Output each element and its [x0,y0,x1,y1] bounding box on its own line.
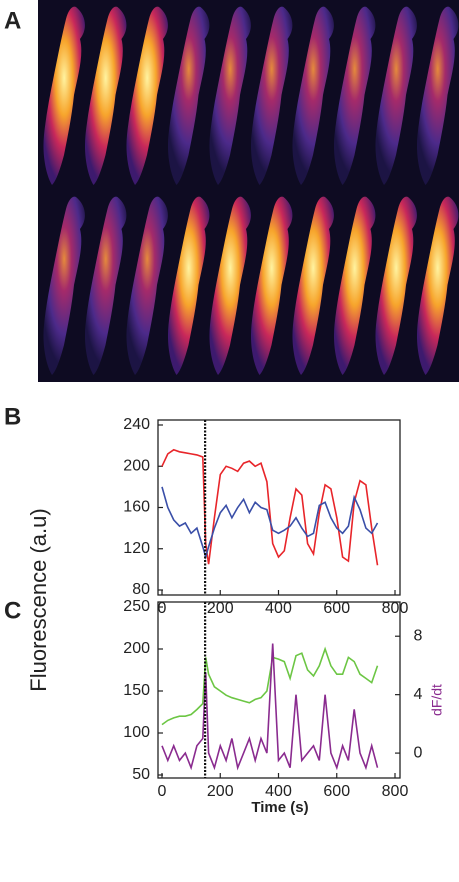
cell-image [84,6,127,185]
y-tick-label: 120 [123,540,150,557]
data-line [161,448,379,566]
y2-tick-label: 0 [414,744,423,761]
y-tick-label: 250 [123,598,150,615]
microscopy-panel [38,0,459,382]
x-tick-label: 800 [382,783,409,800]
cell-image [375,196,417,375]
x-tick-label: 400 [265,783,292,800]
y-tick-label: 160 [123,499,150,516]
cell-image [416,196,459,375]
cell-image [292,6,334,185]
cell-image [43,196,85,375]
cell-image [250,6,293,185]
cell-image [333,6,376,185]
cell-image [375,6,417,185]
cell-image [209,6,251,185]
y-tick-label: 240 [123,416,150,433]
cell-image [292,196,334,375]
x-tick-label: 200 [207,600,234,617]
x-tick-label: 0 [158,600,167,617]
x-tick-label: 400 [265,600,292,617]
y2-tick-label: 8 [414,627,423,644]
cell-image [209,196,251,375]
y-tick-label: 200 [123,457,150,474]
cell-image [126,196,168,375]
x-tick-label: 800 [382,600,409,617]
data-line [161,643,379,771]
cell-image [43,6,85,185]
y2-tick-label: 4 [414,686,423,703]
y-tick-label: 150 [123,682,150,699]
x-tick-label: 600 [323,783,350,800]
panel-label: B [4,403,21,430]
cell-image [416,6,459,185]
y-tick-label: 100 [123,724,150,741]
x-axis-label: Time (s) [251,799,308,816]
data-line [161,486,379,560]
x-tick-label: 0 [158,783,167,800]
plot-frame [157,601,401,779]
cell-image [167,196,210,375]
cell-image [167,6,210,185]
y-axis-label: Fluorescence (a.u) [26,508,51,691]
y-tick-label: 80 [132,581,150,598]
x-tick-label: 200 [207,783,234,800]
plot-frame [157,419,401,596]
panel-label: C [4,597,21,624]
panel-label: A [4,7,21,34]
cell-image [126,6,168,185]
cell-image [84,196,127,375]
data-line [161,646,379,726]
cell-image [250,196,293,375]
y-tick-label: 50 [132,766,150,783]
x-tick-label: 600 [323,600,350,617]
y2-axis-label: dF/dt [429,684,445,716]
y-tick-label: 200 [123,640,150,657]
cell-image [333,196,376,375]
